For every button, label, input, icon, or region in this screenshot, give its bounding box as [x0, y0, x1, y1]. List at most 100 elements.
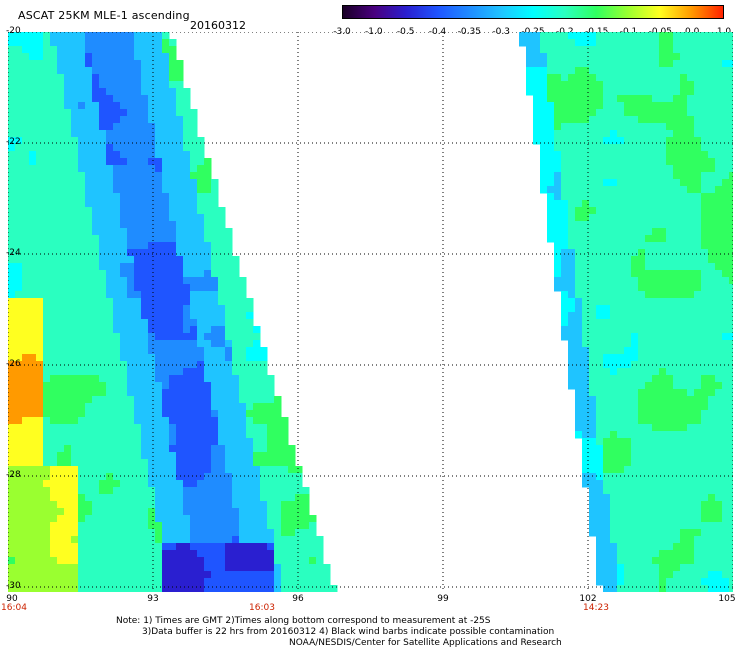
swath-cell [169, 270, 177, 278]
swath-cell [15, 368, 23, 376]
swath-cell [141, 249, 149, 257]
swath-cell [148, 508, 156, 516]
swath-cell [211, 396, 219, 404]
swath-cell [190, 557, 198, 565]
swath-cell [652, 32, 660, 40]
swath-cell [92, 445, 100, 453]
swath-cell [729, 214, 733, 222]
swath-cell [141, 235, 149, 243]
swath-cell [673, 473, 681, 481]
swath-cell [708, 459, 716, 467]
swath-cell [78, 410, 86, 418]
swath-map [8, 32, 733, 592]
swath-cell [610, 172, 618, 180]
swath-cell [624, 186, 632, 194]
swath-cell [540, 144, 548, 152]
swath-cell [617, 466, 625, 474]
swath-cell [652, 298, 660, 306]
swath-cell [22, 431, 30, 439]
swath-cell [687, 158, 695, 166]
swath-cell [715, 137, 723, 145]
swath-cell [568, 333, 576, 341]
swath-cell [43, 501, 51, 509]
swath-cell [43, 235, 51, 243]
swath-cell [127, 333, 135, 341]
swath-cell [99, 214, 107, 222]
swath-cell [43, 298, 51, 306]
swath-cell [694, 319, 702, 327]
swath-cell [197, 186, 205, 194]
swath-cell [232, 312, 240, 320]
swath-cell [603, 403, 611, 411]
swath-cell [645, 473, 653, 481]
swath-cell [50, 102, 58, 110]
swath-cell [120, 235, 128, 243]
swath-cell [225, 347, 233, 355]
swath-cell [610, 382, 618, 390]
swath-cell [624, 410, 632, 418]
swath-cell [715, 571, 723, 579]
swath-cell [617, 235, 625, 243]
swath-cell [29, 501, 37, 509]
swath-cell [127, 396, 135, 404]
swath-cell [225, 557, 233, 565]
swath-cell [624, 256, 632, 264]
swath-cell [715, 256, 723, 264]
swath-cell [134, 298, 142, 306]
swath-cell [155, 32, 163, 40]
swath-cell [36, 88, 44, 96]
swath-cell [323, 585, 331, 592]
swath-cell [85, 452, 93, 460]
swath-cell [631, 361, 639, 369]
swath-cell [582, 333, 590, 341]
swath-cell [260, 501, 268, 509]
swath-cell [267, 445, 275, 453]
swath-cell [218, 487, 226, 495]
swath-cell [29, 578, 37, 586]
swath-cell [673, 382, 681, 390]
swath-cell [603, 452, 611, 460]
swath-cell [645, 431, 653, 439]
swath-cell [15, 277, 23, 285]
swath-cell [50, 410, 58, 418]
swath-cell [8, 347, 16, 355]
swath-cell [85, 501, 93, 509]
swath-cell [288, 522, 296, 530]
swath-cell [127, 172, 135, 180]
swath-cell [162, 438, 170, 446]
swath-cell [169, 137, 177, 145]
swath-cell [722, 270, 730, 278]
swath-cell [92, 130, 100, 138]
swath-cell [15, 32, 23, 40]
swath-cell [708, 312, 716, 320]
swath-cell [638, 284, 646, 292]
swath-cell [71, 270, 79, 278]
swath-cell [22, 263, 30, 271]
swath-cell [624, 403, 632, 411]
swath-cell [589, 347, 597, 355]
swath-cell [232, 480, 240, 488]
swath-cell [673, 32, 681, 40]
swath-cell [190, 284, 198, 292]
swath-cell [680, 522, 688, 530]
swath-cell [533, 95, 541, 103]
swath-cell [274, 557, 282, 565]
swath-cell [92, 88, 100, 96]
swath-cell [666, 256, 674, 264]
swath-cell [652, 235, 660, 243]
swath-cell [43, 438, 51, 446]
swath-cell [155, 291, 163, 299]
swath-cell [624, 585, 632, 592]
swath-cell [568, 228, 576, 236]
swath-cell [85, 571, 93, 579]
swath-cell [141, 179, 149, 187]
swath-cell [624, 564, 632, 572]
swath-cell [715, 459, 723, 467]
swath-cell [106, 256, 114, 264]
swath-cell [22, 256, 30, 264]
swath-cell [708, 452, 716, 460]
swath-cell [554, 256, 562, 264]
swath-cell [596, 424, 604, 432]
swath-cell [197, 200, 205, 208]
swath-cell [64, 508, 72, 516]
